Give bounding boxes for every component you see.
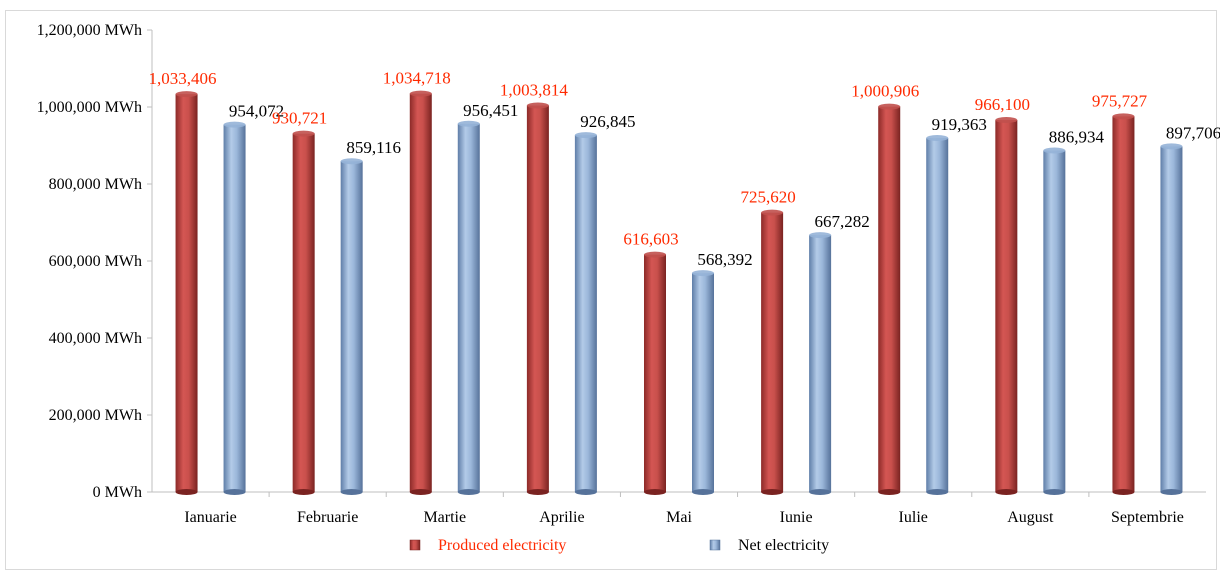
data-label: 667,282 <box>814 212 869 231</box>
legend-swatch <box>709 539 721 551</box>
bar-cap <box>926 135 949 142</box>
legend-label: Produced electricity <box>438 537 566 554</box>
y-tick-label: 600,000 MWh <box>49 253 142 270</box>
bar-produced <box>761 212 784 493</box>
y-tick-label: 800,000 MWh <box>49 176 142 193</box>
bar-base <box>409 489 432 495</box>
bar-produced <box>175 94 198 493</box>
x-tick-label: Martie <box>423 509 466 526</box>
bar-base <box>692 489 714 495</box>
y-tick-label: 400,000 MWh <box>49 330 142 347</box>
bar-cap <box>809 232 832 239</box>
legend: Produced electricity Net electricity <box>409 537 829 554</box>
x-tick-label: Ianuarie <box>184 509 236 526</box>
x-tick-label: Iulie <box>899 509 928 526</box>
legend-label: Net electricity <box>738 537 829 554</box>
data-label: 886,934 <box>1049 128 1105 147</box>
bar-produced <box>526 105 549 492</box>
bar-produced <box>878 106 901 493</box>
data-label: 897,706 <box>1166 123 1220 142</box>
bar-base <box>926 489 949 495</box>
x-tick-label: Septembrie <box>1111 509 1184 526</box>
y-tick-label: 1,000,000 MWh <box>37 99 142 116</box>
bar-base <box>995 489 1018 495</box>
bar-base <box>175 489 198 495</box>
x-tick-label: August <box>1007 509 1054 526</box>
y-tick-label: 0 MWh <box>93 484 142 501</box>
bar-base <box>340 489 363 495</box>
bar-cap <box>1043 147 1066 154</box>
bar-base <box>526 489 549 495</box>
bar-produced <box>1112 116 1135 493</box>
bar-base <box>644 489 666 495</box>
x-tick-label: Aprilie <box>539 509 584 526</box>
bar-cap <box>692 270 714 277</box>
bar-cap <box>292 130 315 137</box>
y-tick-label: 200,000 MWh <box>49 407 142 424</box>
data-label: 1,033,406 <box>149 69 217 88</box>
bar-cap <box>1160 143 1183 150</box>
data-label: 966,100 <box>975 95 1030 114</box>
bar-base <box>457 489 480 495</box>
bar-net <box>1160 146 1183 493</box>
bar-net <box>809 235 832 492</box>
data-label: 926,845 <box>580 112 635 131</box>
bar-produced <box>995 120 1018 492</box>
data-label: 919,363 <box>932 115 987 134</box>
bar-net <box>457 123 480 493</box>
data-label: 725,620 <box>740 188 795 207</box>
bar-cap <box>409 90 432 97</box>
bar-net <box>692 273 714 492</box>
x-tick-label: Iunie <box>780 509 813 526</box>
bar-net <box>926 138 949 493</box>
bar-cap <box>526 102 549 109</box>
x-tick-label: Februarie <box>297 509 358 526</box>
bar-cap <box>574 132 597 139</box>
data-label: 1,003,814 <box>500 81 569 100</box>
data-label: 975,727 <box>1092 91 1148 110</box>
bar-base <box>223 489 246 495</box>
bar-cap <box>1112 113 1135 120</box>
bar-cap <box>175 91 198 98</box>
bar-cap <box>878 103 901 110</box>
data-label: 930,721 <box>272 109 327 128</box>
bar-base <box>574 489 597 495</box>
bar-base <box>1160 489 1183 495</box>
x-axis: Ianuarie Februarie Martie Aprilie Mai Iunie Iu… <box>152 491 1206 526</box>
bar-produced <box>292 133 315 492</box>
x-tick-label: Mai <box>666 509 692 526</box>
legend-swatch <box>409 539 421 551</box>
data-label: 1,000,906 <box>851 82 919 101</box>
bar-base <box>809 489 832 495</box>
bar-base <box>1043 489 1066 495</box>
bar-base <box>1112 489 1135 495</box>
data-label: 568,392 <box>697 250 752 269</box>
bar-net <box>340 161 363 492</box>
bars <box>175 90 1183 495</box>
data-label: 954,072 <box>229 102 284 121</box>
data-label: 1,034,718 <box>383 69 451 88</box>
data-label: 616,603 <box>623 230 678 249</box>
data-label: 956,451 <box>463 101 518 120</box>
bar-produced <box>409 93 432 492</box>
bar-cap <box>223 121 246 128</box>
bar-cap <box>340 158 363 165</box>
bar-net <box>223 124 246 492</box>
bar-net <box>1043 150 1066 493</box>
bar-cap <box>644 251 666 258</box>
bar-cap <box>995 117 1018 124</box>
bar-base <box>292 489 315 495</box>
bar-net <box>574 135 597 492</box>
bar-cap <box>457 120 480 127</box>
bar-produced <box>644 254 666 492</box>
bar-base <box>761 489 784 495</box>
data-label: 859,116 <box>346 138 401 157</box>
y-axis: 0 MWh 200,000 MWh 400,000 MWh 600,000 MWh 80… <box>37 22 153 501</box>
bar-base <box>878 489 901 495</box>
bar-cap <box>761 209 784 216</box>
y-tick-label: 1,200,000 MWh <box>37 22 142 39</box>
